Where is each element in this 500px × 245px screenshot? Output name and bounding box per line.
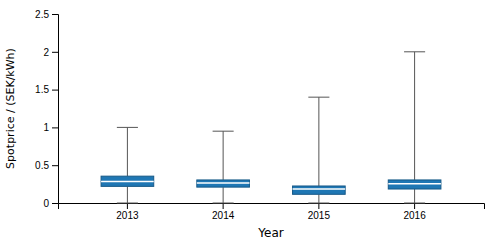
box [388, 180, 441, 189]
lower-whisker [318, 194, 319, 203]
lower-cap [404, 203, 425, 204]
lower-cap [213, 203, 234, 204]
y-tick-label: 2.5 [35, 9, 49, 20]
y-tick-mark [52, 203, 58, 204]
lower-whisker [127, 186, 128, 203]
x-tick: 2013 [116, 203, 139, 221]
y-tick-label: 1 [43, 122, 49, 133]
plot: 0 0.5 1 1.5 2 2.5 2013 2014 2015 2016 [35, 9, 484, 221]
x-tick: 2016 [403, 203, 426, 221]
y-tick-label: 2 [43, 47, 49, 58]
x-tick-label: 2015 [308, 210, 331, 221]
median [293, 188, 346, 190]
lower-cap [117, 203, 138, 204]
y-tick-mark [52, 14, 58, 15]
x-axis-title: Year [257, 226, 283, 240]
y-tick: 2.5 [35, 9, 58, 20]
x-tick-mark [318, 203, 319, 209]
x-tick-mark [414, 203, 415, 209]
y-tick-mark [52, 127, 58, 128]
lower-whisker [223, 187, 224, 203]
x-tick-mark [127, 203, 128, 209]
lower-whisker [414, 189, 415, 203]
x-tick: 2014 [212, 203, 235, 221]
box-plot [293, 97, 346, 203]
box [293, 186, 346, 194]
box [197, 180, 250, 187]
x-axis: 2013 2014 2015 2016 [59, 203, 485, 221]
x-tick-label: 2016 [403, 210, 426, 221]
chart: 0 0.5 1 1.5 2 2.5 2013 2014 2015 2016 Year Spotpric… [0, 0, 500, 245]
y-tick-mark [52, 90, 58, 91]
upper-cap [308, 97, 329, 98]
x-tick-mark [223, 203, 224, 209]
y-tick: 0 [43, 198, 58, 209]
upper-cap [213, 131, 234, 132]
y-axis-line [52, 15, 59, 204]
upper-cap [117, 127, 138, 128]
upper-cap [404, 51, 425, 52]
y-tick-mark [52, 165, 58, 166]
y-tick: 1.5 [35, 84, 58, 95]
x-tick-label: 2014 [212, 210, 235, 221]
x-tick: 2015 [308, 203, 331, 221]
box-plot [388, 52, 441, 203]
lower-cap [308, 203, 329, 204]
y-tick: 2 [43, 47, 58, 58]
upper-whisker [318, 97, 319, 186]
median [388, 183, 441, 185]
upper-whisker [223, 131, 224, 180]
x-tick-label: 2013 [116, 210, 139, 221]
y-tick: 0.5 [35, 160, 58, 171]
upper-whisker [127, 127, 128, 176]
median [197, 182, 250, 184]
box [101, 176, 154, 186]
y-axis: 0 0.5 1 1.5 2 2.5 [35, 9, 58, 209]
median [101, 181, 154, 183]
y-tick-label: 0.5 [35, 160, 49, 171]
y-tick: 1 [43, 122, 58, 133]
box-plot [101, 127, 154, 203]
upper-whisker [414, 52, 415, 180]
boxes [101, 52, 441, 203]
y-axis-title: Spotprice / (SEK/kWh) [4, 48, 17, 169]
y-tick-label: 0 [43, 198, 49, 209]
y-tick-label: 1.5 [35, 84, 49, 95]
box-plot [197, 131, 250, 203]
y-tick-mark [52, 52, 58, 53]
x-axis-line [59, 204, 485, 210]
